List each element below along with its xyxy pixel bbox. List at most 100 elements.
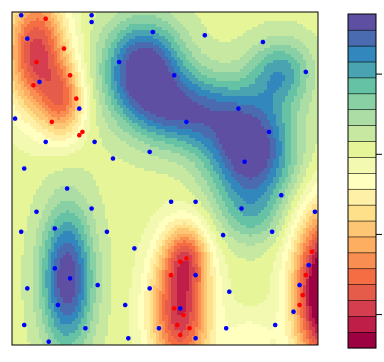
contour-cell xyxy=(207,99,211,103)
contour-cell xyxy=(36,87,40,91)
contour-cell xyxy=(27,27,31,31)
contour-cell xyxy=(147,108,151,112)
contour-cell xyxy=(234,27,238,31)
contour-cell xyxy=(213,45,217,49)
contour-cell xyxy=(282,36,286,40)
contour-cell xyxy=(198,45,202,49)
contour-cell xyxy=(243,48,247,52)
contour-cell xyxy=(162,24,166,28)
contour-cell xyxy=(144,51,148,55)
contour-cell xyxy=(219,96,223,100)
contour-cell xyxy=(129,42,133,46)
contour-cell xyxy=(288,30,292,34)
contour-cell xyxy=(222,33,226,37)
contour-cell xyxy=(255,42,259,46)
contour-cell xyxy=(87,30,91,34)
contour-cell xyxy=(267,84,271,88)
contour-cell xyxy=(102,99,106,103)
contour-cell xyxy=(48,45,52,49)
contour-cell xyxy=(192,51,196,55)
contour-cell xyxy=(246,21,250,25)
contour-cell xyxy=(270,30,274,34)
contour-cell xyxy=(12,45,16,49)
contour-cell xyxy=(249,30,253,34)
contour-cell xyxy=(63,66,67,70)
contour-cell xyxy=(159,108,163,112)
contour-cell xyxy=(249,84,253,88)
contour-cell xyxy=(249,72,253,76)
contour-cell xyxy=(21,75,25,79)
contour-cell xyxy=(21,108,25,112)
contour-cell xyxy=(156,57,160,61)
contour-cell xyxy=(183,75,187,79)
contour-cell xyxy=(279,78,283,82)
contour-cell xyxy=(51,42,55,46)
contour-cell xyxy=(123,78,127,82)
contour-cell xyxy=(270,12,274,16)
contour-cell xyxy=(129,102,133,106)
contour-cell xyxy=(87,45,91,49)
contour-cell xyxy=(102,93,106,97)
contour-cell xyxy=(81,69,85,73)
contour-cell xyxy=(237,45,241,49)
contour-cell xyxy=(264,63,268,67)
contour-cell xyxy=(198,51,202,55)
contour-cell xyxy=(84,69,88,73)
contour-cell xyxy=(99,42,103,46)
contour-cell xyxy=(12,111,16,115)
contour-cell xyxy=(54,45,58,49)
contour-cell xyxy=(120,72,124,76)
contour-cell xyxy=(63,15,67,19)
contour-cell xyxy=(261,69,265,73)
contour-cell xyxy=(189,45,193,49)
contour-cell xyxy=(126,66,130,70)
contour-cell xyxy=(72,78,76,82)
contour-cell xyxy=(21,99,25,103)
contour-cell xyxy=(150,78,154,82)
contour-cell xyxy=(36,18,40,22)
contour-cell xyxy=(66,87,70,91)
contour-cell xyxy=(93,21,97,25)
contour-cell xyxy=(51,96,55,100)
contour-cell xyxy=(90,84,94,88)
contour-cell xyxy=(57,111,61,115)
contour-cell xyxy=(219,99,223,103)
contour-cell xyxy=(153,45,157,49)
contour-cell xyxy=(174,105,178,109)
contour-cell xyxy=(48,108,52,112)
contour-cell xyxy=(264,102,268,106)
contour-cell xyxy=(144,72,148,76)
contour-cell xyxy=(45,24,49,28)
contour-cell xyxy=(129,75,133,79)
contour-cell xyxy=(54,12,58,16)
contour-cell xyxy=(207,72,211,76)
contour-cell xyxy=(147,54,151,58)
contour-cell xyxy=(135,42,139,46)
contour-cell xyxy=(240,39,244,43)
contour-cell xyxy=(285,84,289,88)
contour-cell xyxy=(126,45,130,49)
contour-cell xyxy=(66,69,70,73)
contour-cell xyxy=(291,24,295,28)
contour-cell xyxy=(303,90,307,94)
contour-cell xyxy=(225,96,229,100)
contour-cell xyxy=(93,48,97,52)
contour-cell xyxy=(126,54,130,58)
contour-cell xyxy=(129,54,133,58)
contour-cell xyxy=(270,96,274,100)
contour-cell xyxy=(207,93,211,97)
contour-cell xyxy=(180,45,184,49)
contour-cell xyxy=(255,33,259,37)
contour-cell xyxy=(138,57,142,61)
contour-cell xyxy=(84,33,88,37)
contour-cell xyxy=(123,57,127,61)
contour-cell xyxy=(213,15,217,19)
contour-cell xyxy=(222,24,226,28)
contour-cell xyxy=(309,15,313,19)
contour-cell xyxy=(156,75,160,79)
contour-cell xyxy=(309,48,313,52)
contour-cell xyxy=(303,24,307,28)
contour-cell xyxy=(87,69,91,73)
contour-cell xyxy=(189,105,193,109)
contour-cell xyxy=(81,15,85,19)
